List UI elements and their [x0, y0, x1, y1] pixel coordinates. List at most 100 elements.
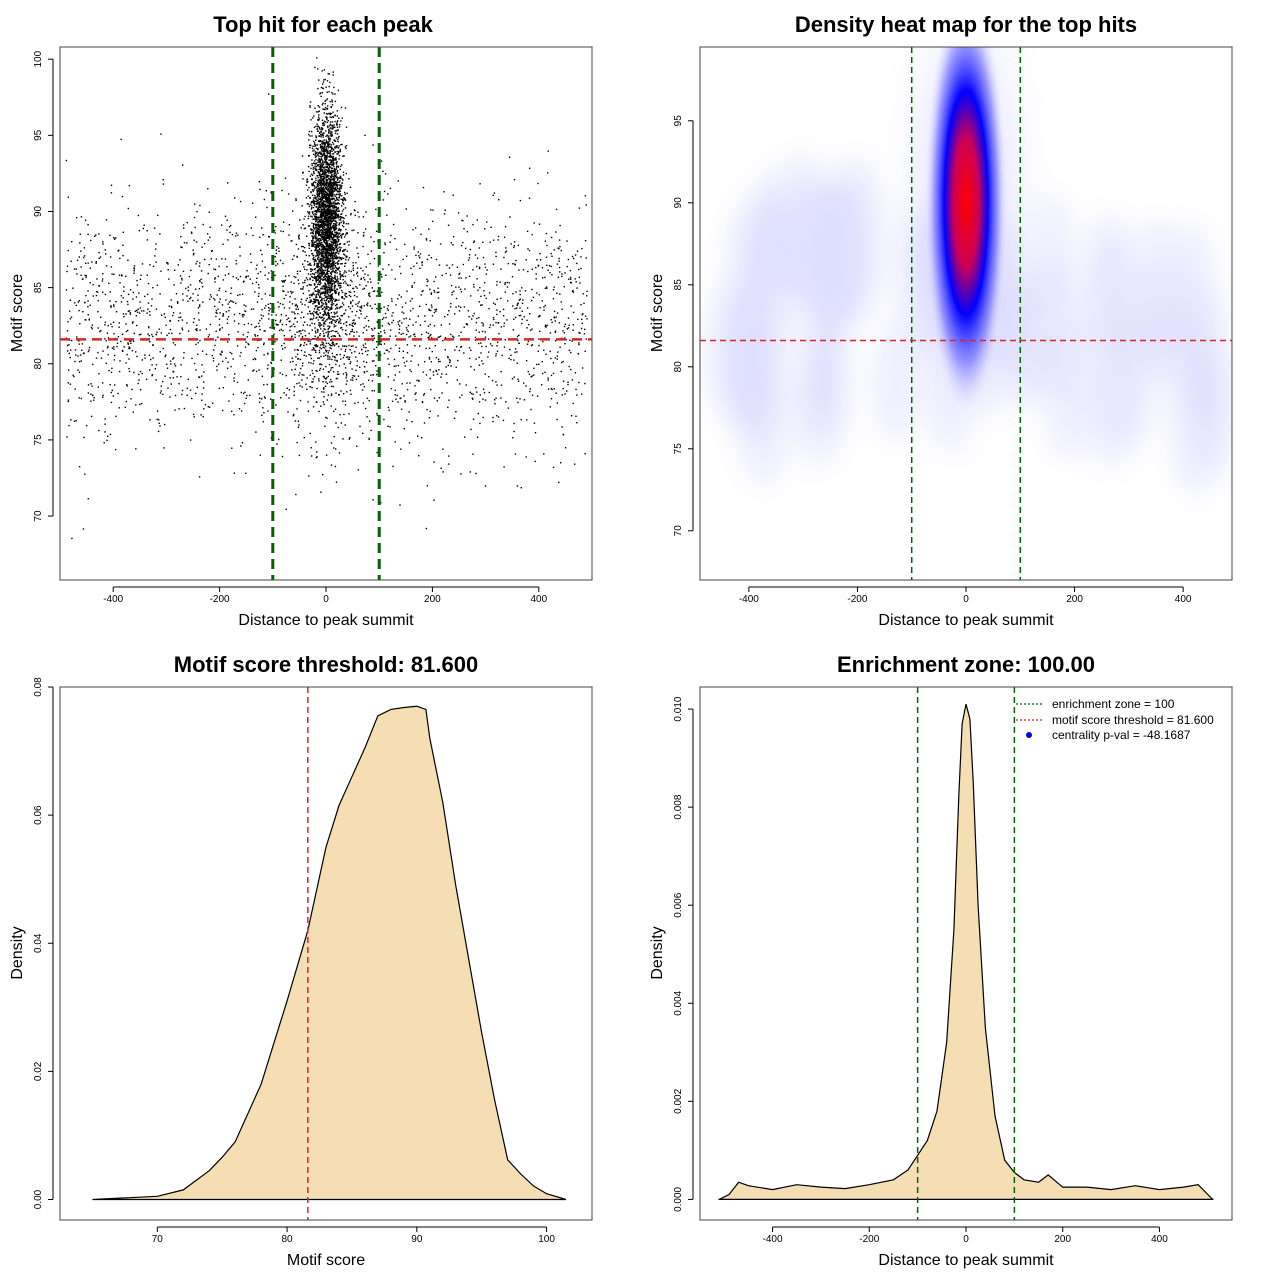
scatter-point [426, 258, 429, 261]
scatter-point [108, 282, 110, 285]
scatter-point [402, 350, 404, 352]
scatter-point [311, 211, 313, 213]
scatter-point [537, 182, 539, 185]
scatter-point [345, 214, 347, 217]
scatter-point [323, 247, 325, 249]
scatter-point [313, 261, 315, 263]
scatter-point [110, 305, 112, 307]
scatter-point [348, 270, 350, 272]
scatter-point [398, 328, 401, 330]
scatter-point [346, 296, 348, 298]
scatter-point [320, 166, 322, 168]
scatter-point [423, 393, 426, 395]
scatter-point [186, 242, 188, 244]
scatter-point [550, 265, 552, 268]
scatter-point [318, 114, 320, 116]
scatter-point [319, 216, 321, 219]
scatter-point [80, 397, 82, 400]
scatter-point [351, 352, 353, 354]
scatter-point [123, 290, 125, 292]
scatter-point [328, 289, 330, 291]
scatter-point [316, 258, 319, 260]
scatter-point [282, 285, 284, 287]
scatter-point [321, 256, 323, 258]
scatter-point [322, 215, 324, 218]
scatter-point [510, 358, 512, 361]
scatter-point [336, 210, 339, 212]
scatter-point [234, 197, 236, 199]
scatter-point [358, 335, 360, 337]
scatter-point [318, 349, 321, 352]
scatter-point [234, 373, 236, 375]
scatter-point [476, 265, 478, 268]
scatter-point [314, 338, 316, 340]
scatter-point [525, 456, 527, 458]
scatter-point [301, 379, 303, 381]
scatter-point [70, 349, 72, 351]
scatter-point [312, 254, 315, 257]
scatter-point [325, 139, 327, 141]
scatter-point [159, 233, 161, 235]
scatter-point [466, 215, 468, 217]
scatter-point [120, 138, 122, 141]
scatter-point [320, 170, 322, 172]
scatter-point [339, 190, 341, 192]
scatter-point [259, 454, 261, 456]
scatter-point [294, 420, 297, 422]
scatter-point [345, 228, 347, 231]
scatter-point [226, 318, 229, 320]
scatter-point [360, 305, 363, 307]
scatter-point [343, 313, 345, 315]
scatter-point [371, 380, 374, 382]
scatter-point [239, 246, 241, 248]
scatter-point [336, 235, 339, 237]
scatter-point [332, 71, 334, 73]
scatter-point [342, 226, 345, 228]
scatter-point [320, 202, 323, 205]
scatter-point [339, 194, 341, 196]
scatter-point [338, 203, 341, 205]
scatter-point [282, 290, 284, 292]
scatter-point [90, 415, 93, 418]
scatter-point [325, 454, 328, 456]
scatter-point [394, 237, 396, 240]
scatter-point [75, 217, 78, 219]
scatter-point [328, 281, 331, 283]
scatter-point [433, 499, 435, 501]
scatter-point [328, 132, 330, 134]
scatter-point [477, 412, 479, 415]
scatter-point [275, 404, 277, 406]
scatter-point [328, 327, 330, 330]
scatter-point [367, 281, 369, 283]
scatter-point [273, 333, 275, 335]
scatter-point [496, 284, 498, 286]
scatter-point [525, 385, 527, 387]
scatter-point [339, 257, 341, 260]
scatter-point [162, 347, 164, 350]
scatter-point [457, 359, 459, 362]
scatter-point [238, 323, 240, 325]
scatter-point [299, 385, 301, 387]
scatter-point [481, 322, 483, 324]
scatter-point [160, 385, 162, 387]
scatter-point [328, 221, 330, 223]
scatter-point [85, 275, 87, 277]
scatter-point [497, 235, 500, 238]
scatter-point [275, 323, 277, 325]
scatter-point [331, 171, 333, 174]
scatter-point [246, 336, 248, 338]
scatter-point [314, 306, 317, 308]
scatter-point [570, 415, 573, 417]
scatter-point [199, 280, 201, 283]
scatter-point [310, 447, 312, 449]
scatter-point [323, 217, 326, 220]
scatter-point [328, 278, 330, 280]
scatter-point [311, 369, 313, 372]
scatter-point [318, 410, 320, 413]
scatter-point [122, 297, 124, 299]
scatter-point [479, 394, 481, 396]
scatter-point [489, 241, 491, 243]
scatter-point [327, 120, 329, 122]
scatter-point [328, 251, 330, 254]
scatter-point [334, 225, 336, 227]
